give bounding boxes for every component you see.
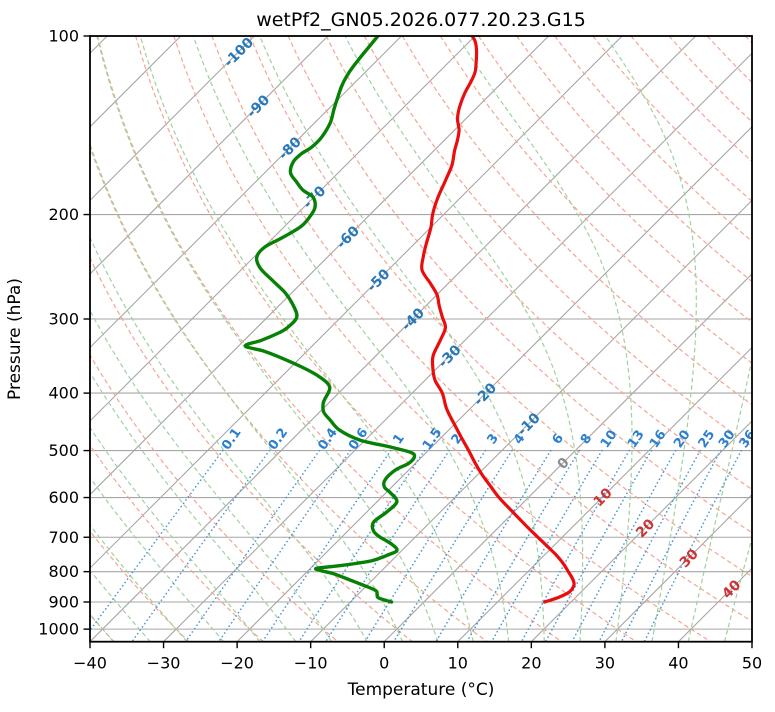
mixing-ratio-label: 1.5 (420, 426, 445, 453)
mixing-ratio-line (219, 451, 350, 642)
y-tick-label: 600 (48, 488, 79, 507)
x-tick-label: 40 (668, 654, 688, 673)
y-tick-label: 700 (48, 528, 79, 547)
y-tick-label: 200 (48, 205, 79, 224)
isotherm-and-pressure-grid-layer (0, 36, 775, 642)
x-tick-label: −10 (294, 654, 328, 673)
isotherm-label: -90 (244, 92, 273, 121)
dry-adiabat-line (0, 36, 338, 642)
y-tick-label: 900 (48, 592, 79, 611)
x-axis-label: Temperature (°C) (347, 680, 495, 700)
moist-adiabat-line (0, 36, 187, 642)
mixing-ratio-line (599, 451, 700, 642)
mixing-ratio-line (546, 451, 652, 642)
x-tick-label: −20 (220, 654, 254, 673)
isotherm-line (311, 36, 775, 642)
isotherm-line (164, 36, 770, 642)
y-tick-label: 500 (48, 441, 79, 460)
isotherm-line (458, 36, 775, 642)
mixing-ratio-label: 13 (625, 428, 648, 451)
isotherm-line (90, 36, 696, 642)
dry-adiabat-line (707, 36, 775, 642)
isotherm-label: 0 (555, 454, 573, 472)
x-tick-label: 30 (595, 654, 615, 673)
isotherm-line (16, 36, 622, 642)
dry-adiabat-line (631, 36, 775, 642)
moist-adiabat-layer (0, 36, 775, 642)
moist-adiabat-line (0, 36, 224, 642)
y-tick-label: 100 (48, 27, 79, 46)
dry-adiabat-line (745, 36, 775, 642)
dry-adiabat-line (479, 36, 775, 642)
moist-adiabat-line (140, 36, 473, 642)
mixing-ratio-line (436, 451, 551, 642)
x-tick-label: 50 (742, 654, 762, 673)
moist-adiabat-line (61, 36, 403, 642)
mixing-ratio-label: 36 (737, 428, 760, 451)
dry-adiabat-line (0, 36, 189, 642)
mixing-ratio-label: 0.2 (266, 426, 291, 453)
mixing-ratio-label: 3 (484, 431, 501, 447)
moist-adiabat-line (605, 36, 696, 642)
dry-adiabat-line (60, 36, 488, 642)
mixing-ratio-label: 20 (671, 428, 694, 451)
isotherm-label: 10 (591, 485, 616, 510)
isotherm-label: -20 (471, 380, 500, 409)
dry-adiabat-line (364, 36, 775, 642)
dry-adiabat-line (441, 36, 775, 642)
dry-adiabat-layer (0, 36, 775, 642)
y-tick-label: 300 (48, 309, 79, 328)
isotherm-line (0, 36, 401, 642)
dry-adiabat-line (0, 36, 263, 642)
y-tick-label: 1000 (38, 620, 79, 639)
y-tick-label: 400 (48, 384, 79, 403)
mixing-ratio-layer (82, 451, 742, 642)
mixing-ratio-label: 1 (390, 431, 407, 447)
isotherm-label: -40 (399, 305, 428, 334)
x-tick-label: 0 (379, 654, 389, 673)
y-tick-label: 800 (48, 562, 79, 581)
mixing-ratio-label: 10 (598, 428, 621, 451)
isotherm-line (752, 36, 775, 642)
isotherm-label: -30 (435, 342, 464, 371)
chart-title: wetPf2_GN05.2026.077.20.23.G15 (256, 9, 586, 31)
x-tick-label: 20 (521, 654, 541, 673)
isotherm-label: -50 (364, 266, 393, 295)
moist-adiabat-line (0, 36, 260, 642)
mixing-ratio-line (572, 451, 675, 642)
mixing-ratio-label: 6 (550, 431, 567, 447)
isotherm-line (531, 36, 775, 642)
moist-adiabat-line (725, 36, 775, 642)
mixing-ratio-label: 25 (696, 428, 719, 451)
dry-adiabat-line (21, 36, 412, 642)
mixing-ratio-label: 30 (716, 428, 739, 451)
mixing-ratio-label: 16 (647, 428, 670, 451)
isotherm-line (0, 36, 254, 642)
x-tick-label: 10 (448, 654, 468, 673)
moist-adiabat-line (29, 36, 367, 642)
mixing-ratio-line (394, 451, 512, 642)
moist-adiabat-line (2, 36, 332, 642)
dry-adiabat-line (555, 36, 775, 642)
y-axis-label: Pressure (hPa) (5, 278, 25, 400)
x-tick-label: −40 (73, 654, 107, 673)
x-tick-label: −30 (147, 654, 181, 673)
moist-adiabat-line (688, 36, 775, 642)
moist-adiabat-line (457, 36, 632, 642)
